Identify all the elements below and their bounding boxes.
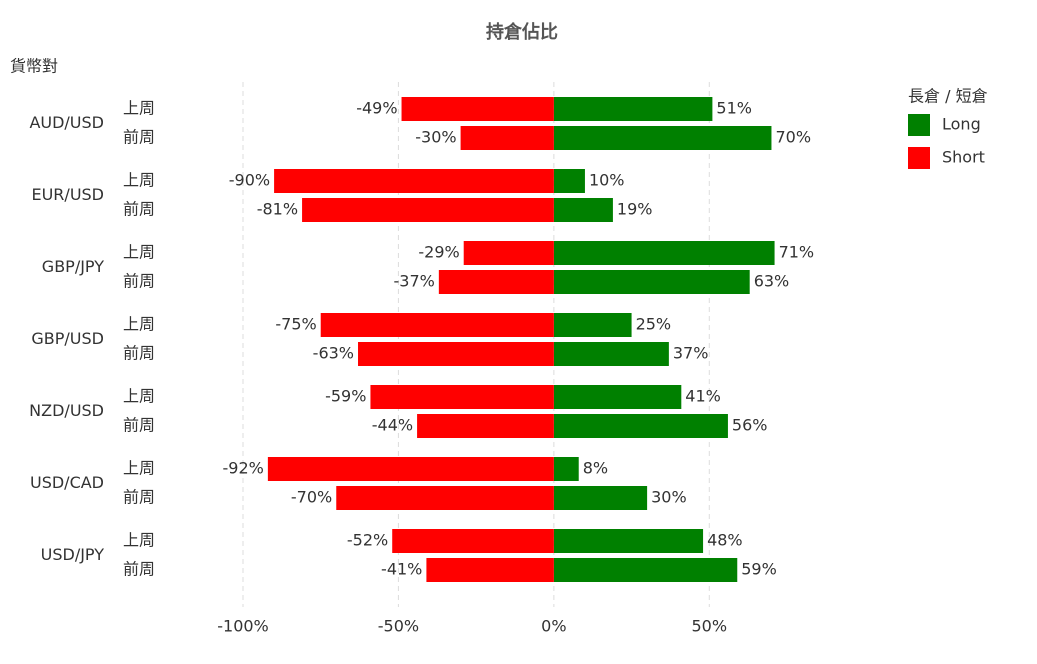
bar xyxy=(336,486,554,510)
x-tick-label: 0% xyxy=(541,617,566,636)
bar xyxy=(274,169,554,193)
value-label: 51% xyxy=(716,99,752,118)
subcategory-label: 上周 xyxy=(123,459,155,478)
x-tick-label: 50% xyxy=(692,617,728,636)
subcategory-label: 上周 xyxy=(123,99,155,118)
subcategory-label: 前周 xyxy=(123,128,155,147)
legend-swatch xyxy=(908,114,930,136)
bar xyxy=(438,270,554,294)
bar xyxy=(553,385,682,409)
subcategory-label: 上周 xyxy=(123,315,155,334)
value-label: 19% xyxy=(617,200,653,219)
value-label: 30% xyxy=(651,488,687,507)
category-label: GBP/USD xyxy=(31,329,104,348)
subcategory-label: 前周 xyxy=(123,200,155,219)
category-label: GBP/JPY xyxy=(42,257,104,276)
bar xyxy=(358,342,554,366)
subcategory-label: 前周 xyxy=(123,272,155,291)
value-label: -44% xyxy=(372,416,413,435)
bar xyxy=(460,126,554,150)
value-label: -63% xyxy=(313,344,354,363)
bar xyxy=(426,558,554,582)
value-label: 48% xyxy=(707,531,743,550)
x-tick-label: -50% xyxy=(378,617,419,636)
value-label: -29% xyxy=(418,243,459,262)
bar xyxy=(320,313,554,337)
category-label: NZD/USD xyxy=(29,401,104,420)
y-axis-label: 貨幣對 xyxy=(10,57,58,76)
value-label: -92% xyxy=(223,459,264,478)
bar xyxy=(463,241,554,265)
value-label: -70% xyxy=(291,488,332,507)
value-label: -49% xyxy=(356,99,397,118)
bar xyxy=(392,529,554,553)
bar xyxy=(370,385,554,409)
bar xyxy=(553,198,613,222)
subcategory-label: 上周 xyxy=(123,243,155,262)
value-label: 59% xyxy=(741,560,777,579)
category-label: USD/JPY xyxy=(41,545,105,564)
category-label: EUR/USD xyxy=(31,185,104,204)
bar xyxy=(553,241,775,265)
value-label: -41% xyxy=(381,560,422,579)
category-label: AUD/USD xyxy=(29,113,104,132)
legend-title: 長倉 / 短倉 xyxy=(908,87,988,106)
bar xyxy=(553,414,728,438)
bar xyxy=(553,558,738,582)
value-label: -75% xyxy=(275,315,316,334)
bar xyxy=(553,126,772,150)
bar xyxy=(553,342,669,366)
legend-label: Long xyxy=(942,115,981,134)
legend-swatch xyxy=(908,147,930,169)
category-label: USD/CAD xyxy=(30,473,104,492)
value-label: -90% xyxy=(229,171,270,190)
value-label: 41% xyxy=(685,387,721,406)
value-label: 56% xyxy=(732,416,768,435)
x-tick-label: -100% xyxy=(217,617,269,636)
bar xyxy=(553,313,632,337)
subcategory-label: 前周 xyxy=(123,488,155,507)
bar xyxy=(553,169,585,193)
value-label: 8% xyxy=(583,459,608,478)
bar xyxy=(553,97,713,121)
value-label: 63% xyxy=(754,272,790,291)
subcategory-label: 前周 xyxy=(123,344,155,363)
chart-title: 持倉佔比 xyxy=(486,21,558,43)
value-label: 10% xyxy=(589,171,625,190)
value-label: 25% xyxy=(636,315,672,334)
bar xyxy=(302,198,554,222)
bar xyxy=(401,97,554,121)
bar xyxy=(553,270,750,294)
legend-label: Short xyxy=(942,148,985,167)
subcategory-label: 前周 xyxy=(123,560,155,579)
bar xyxy=(553,457,579,481)
value-label: 70% xyxy=(775,128,811,147)
subcategory-label: 上周 xyxy=(123,387,155,406)
value-label: -30% xyxy=(415,128,456,147)
value-label: -52% xyxy=(347,531,388,550)
subcategory-label: 上周 xyxy=(123,531,155,550)
value-label: 37% xyxy=(673,344,709,363)
value-label: -37% xyxy=(393,272,434,291)
value-label: -81% xyxy=(257,200,298,219)
subcategory-label: 上周 xyxy=(123,171,155,190)
bar xyxy=(553,486,648,510)
value-label: 71% xyxy=(779,243,815,262)
bar xyxy=(553,529,704,553)
bar xyxy=(417,414,554,438)
subcategory-label: 前周 xyxy=(123,416,155,435)
value-label: -59% xyxy=(325,387,366,406)
bar xyxy=(267,457,554,481)
